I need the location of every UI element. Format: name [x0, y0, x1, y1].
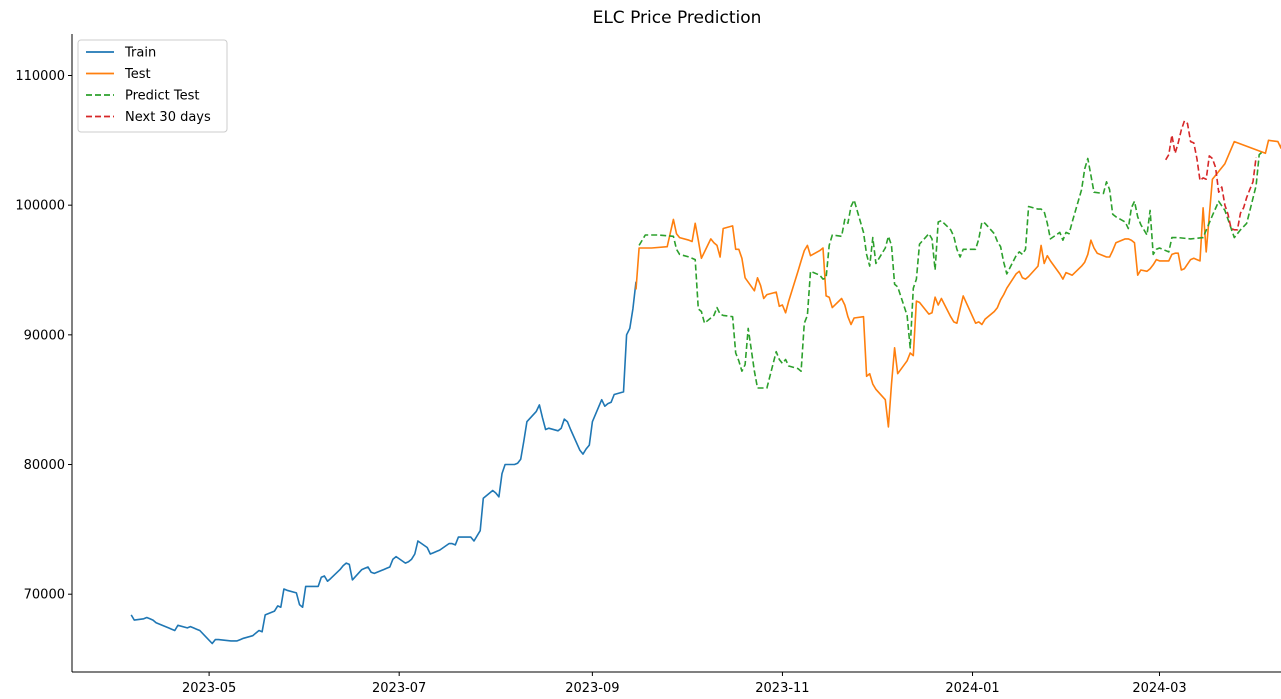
- legend-label: Next 30 days: [125, 110, 211, 125]
- series-line-test: [635, 139, 1281, 428]
- y-axis-ticks: 70000 80000 90000 100000 110000: [15, 69, 72, 603]
- x-axis-ticks: 2023-05 2023-07 2023-09 2023-11 2024-01 2024-…: [182, 672, 1187, 696]
- legend: Train Test Predict Test Next 30 days: [77, 39, 228, 133]
- legend-label: Predict Test: [125, 89, 200, 104]
- series-line-next-30-days: [1165, 120, 1257, 231]
- y-tick-label: 100000: [15, 199, 65, 214]
- x-tick-label: 2023-07: [372, 681, 426, 696]
- y-tick-label: 90000: [24, 328, 65, 343]
- legend-entries: Train Test Predict Test Next 30 days: [86, 46, 211, 125]
- legend-frame: [77, 39, 228, 133]
- legend-label: Train: [124, 46, 156, 61]
- x-tick-label: 2023-09: [565, 681, 619, 696]
- chart-title: ELC Price Prediction: [593, 8, 762, 28]
- legend-label: Test: [124, 67, 151, 82]
- y-tick-label: 110000: [15, 69, 65, 84]
- x-tick-label: 2023-05: [182, 681, 236, 696]
- series-line-train: [130, 281, 637, 645]
- y-tick-label: 80000: [24, 458, 65, 473]
- x-tick-label: 2024-01: [945, 681, 999, 696]
- x-tick-label: 2023-11: [755, 681, 809, 696]
- series-line-predict-test: [638, 151, 1263, 389]
- y-tick-label: 70000: [24, 588, 65, 603]
- x-tick-label: 2024-03: [1132, 681, 1186, 696]
- series-layer: [130, 120, 1281, 645]
